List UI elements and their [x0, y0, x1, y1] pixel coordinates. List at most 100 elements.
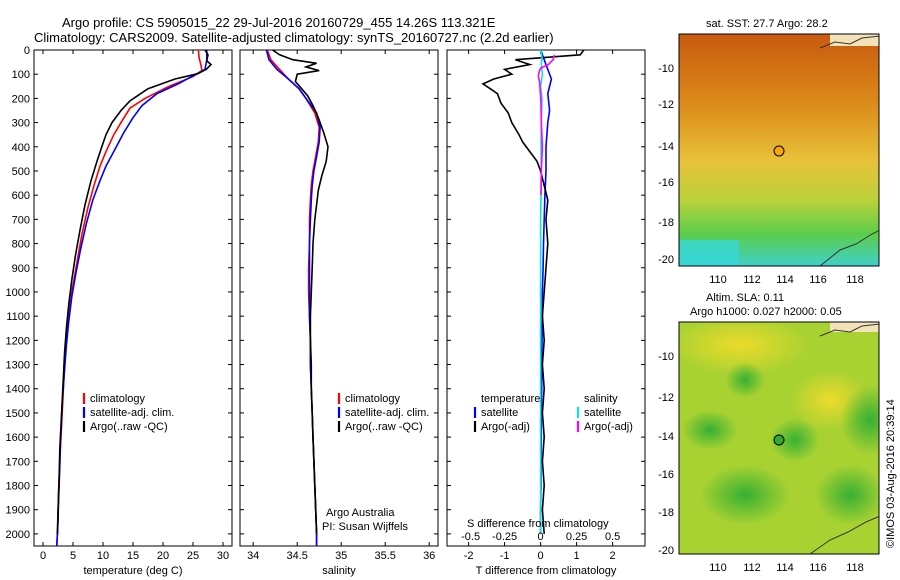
legend-difference-temperature: temperature satellite Argo(-adj) [473, 393, 540, 433]
y-tick-label: 2000 [6, 529, 30, 541]
y-tick-label: 1400 [6, 384, 30, 396]
top-axis-label: S difference from climatology [467, 518, 609, 530]
sst-ytick: -18 [658, 217, 674, 229]
sst-map-title: sat. SST: 27.7 Argo: 28.2 [706, 18, 828, 30]
x-tick-label: 1 [574, 550, 580, 562]
sst-map-cyan-patch [679, 240, 739, 266]
panel-salinity: 34 34.5 35 35.5 36 salinity climatology satelli… [239, 49, 439, 577]
legend-label: satellite-adj. clim. [90, 407, 174, 419]
x-tick-label: -1 [500, 550, 510, 562]
sst-ytick: -16 [658, 177, 674, 189]
sst-map-frame [678, 33, 880, 267]
sla-xtick: 118 [846, 562, 864, 574]
x-axis-label: T difference from climatology [476, 565, 617, 577]
legend-label: Argo(-adj) [584, 421, 633, 433]
x-axis-label: salinity [322, 565, 356, 577]
y-tick-label: 700 [12, 214, 30, 226]
series-line-argo-raw-qc [272, 50, 329, 534]
x-tick-label: 25 [187, 550, 199, 562]
series-line-satellite [539, 50, 544, 534]
sst-argo-marker [773, 145, 785, 157]
legend-label: salinity [584, 393, 618, 405]
x-tick-label: 35 [335, 550, 347, 562]
legend-label: temperature [481, 393, 540, 405]
sla-map-coastline [819, 323, 879, 337]
x-tick-label: 0 [40, 550, 46, 562]
y-tick-label: 1500 [6, 408, 30, 420]
x-tick-label: 20 [157, 550, 169, 562]
legend-salinity: climatology satellite-adj. clim. Argo(..ra… [337, 393, 429, 433]
sst-xtick: 114 [776, 274, 794, 286]
y-tick-label: 900 [12, 263, 30, 275]
sla-map-xticks: 110 112 114 116 118 [709, 562, 864, 574]
s-tick-label: -0.25 [492, 531, 517, 543]
sla-map-green-blob [682, 410, 738, 450]
y-tick-label: 200 [12, 93, 30, 105]
sla-map-title-line2: Argo h1000: 0.027 h2000: 0.05 [690, 306, 842, 318]
sla-xtick: 112 [743, 562, 761, 574]
x-tick-label: 2 [610, 550, 616, 562]
series-group [481, 50, 585, 534]
sla-ytick: -14 [658, 431, 674, 443]
sst-map: sat. SST: 27.7 Argo: 28.2 -10 -12 -14 -1… [658, 18, 880, 286]
sla-map-yticks: -10 -12 -14 -16 -18 -20 [658, 351, 674, 557]
sst-xtick: 116 [809, 274, 827, 286]
legend-label: climatology [345, 393, 401, 405]
legend-label: Argo(..raw -QC) [90, 421, 168, 433]
sst-ytick: -12 [658, 99, 674, 111]
sst-ytick: -14 [658, 141, 674, 153]
x-tick-label: 5 [70, 550, 76, 562]
y-tick-label: 600 [12, 190, 30, 202]
legend-label: satellite [481, 407, 518, 419]
y-tick-label: 400 [12, 142, 30, 154]
legend-temperature: climatology satellite-adj. clim. Argo(..ra… [82, 393, 174, 433]
y-tick-label: 1000 [6, 287, 30, 299]
sst-map-yticks: -10 -12 -14 -16 -18 -20 [658, 63, 674, 266]
sla-map-green-blob [815, 465, 879, 525]
y-tick-label: 1200 [6, 335, 30, 347]
sla-ytick: -10 [658, 351, 674, 363]
panel-frame [33, 49, 233, 547]
sst-ytick: -10 [658, 63, 674, 75]
sst-xtick: 118 [846, 274, 864, 286]
sla-ytick: -20 [658, 545, 674, 557]
legend-difference-salinity: salinity satellite Argo(-adj) [576, 393, 633, 433]
legend-label: satellite [584, 407, 621, 419]
y-tick-label: 1700 [6, 456, 30, 468]
s-tick-label: 0.5 [605, 531, 620, 543]
x-tick-label: 0 [538, 550, 544, 562]
sla-map-coastline-south [809, 515, 879, 554]
x-axis-label: temperature (deg C) [83, 565, 182, 577]
sla-argo-marker [773, 434, 785, 446]
sla-map-green-blob [700, 465, 790, 525]
x-tick-label: 15 [127, 550, 139, 562]
y-tick-label: 500 [12, 166, 30, 178]
annotation-pi-name: PI: Susan Wijffels [322, 521, 408, 533]
sla-xtick: 116 [809, 562, 827, 574]
annotation-argo-australia: Argo Australia [326, 507, 395, 519]
series-line-argo-adj [537, 54, 556, 196]
legend-label: Argo(..raw -QC) [345, 421, 423, 433]
legend-label: climatology [90, 393, 146, 405]
panel-frame [446, 49, 646, 547]
series-line-argo-raw-qc [56, 50, 213, 534]
sla-map-green-blob [840, 385, 879, 455]
sst-map-coastline-south [819, 229, 879, 266]
x-tick-label: 30 [217, 550, 229, 562]
sst-map-xticks: 110 112 114 116 118 [709, 274, 864, 286]
sla-xtick: 114 [776, 562, 794, 574]
sla-ytick: -16 [658, 469, 674, 481]
panel-frame [239, 49, 439, 547]
sla-map-green-blob [770, 418, 820, 462]
y-tick-label: 0 [24, 45, 30, 57]
sst-xtick: 112 [743, 274, 761, 286]
x-tick-label: 35.5 [374, 550, 395, 562]
sst-ytick: -20 [658, 254, 674, 266]
x-tick-label: -2 [464, 550, 474, 562]
x-tick-label: 10 [97, 550, 109, 562]
sla-map-coastline-shade [830, 322, 879, 332]
sla-map-title-line1: Altim. SLA: 0.11 [706, 292, 784, 304]
sla-ytick: -12 [658, 392, 674, 404]
series-line-argo-adj [481, 50, 585, 534]
